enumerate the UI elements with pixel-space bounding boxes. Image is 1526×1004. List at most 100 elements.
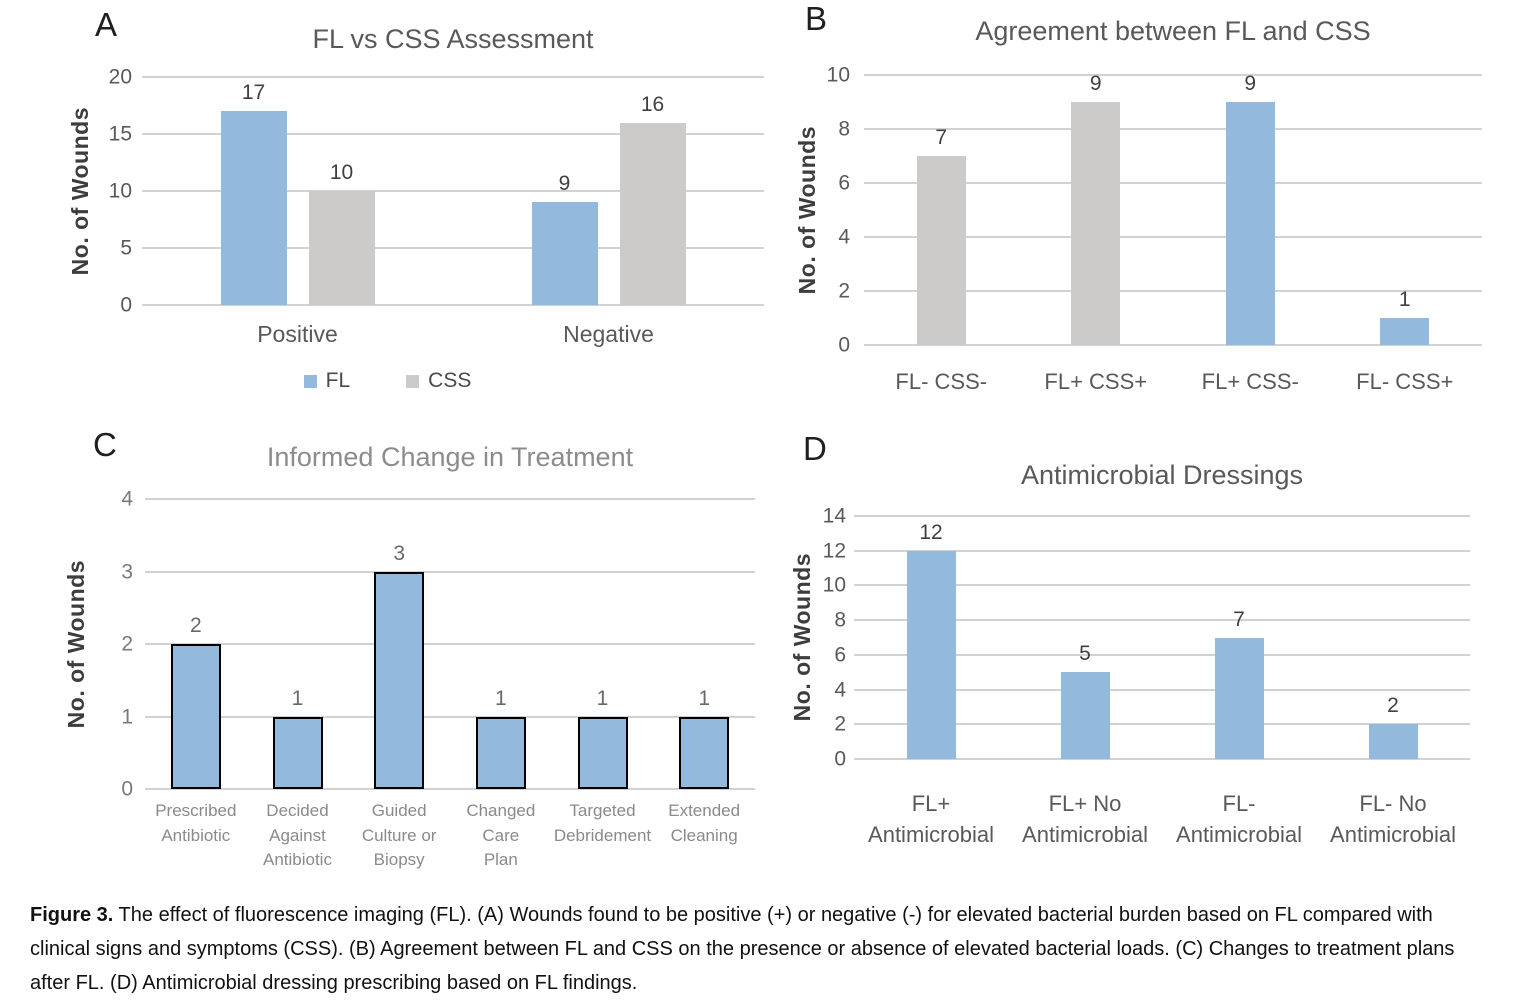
bar-value-label: 7: [1233, 607, 1245, 631]
chart-c-y-axis-title-text: No. of Wounds: [62, 559, 89, 729]
chart-c-body: No. of Wounds 0 1 2 3 4 2 1 3 1 1 1: [0, 489, 775, 800]
y-tick-label: 4: [834, 678, 846, 702]
legend-item: FL: [303, 369, 350, 393]
bar-value-label: 9: [1089, 72, 1102, 95]
chart-d-body: No. of Wounds 0 2 4 6 8 10 12 14 12 5 7 2: [775, 506, 1526, 770]
chart-a-title: FL vs CSS Assessment: [312, 24, 594, 54]
chart-c-y-ticks: 0 1 2 3 4: [94, 489, 145, 800]
x-category-label: Guided Culture or Biopsy: [361, 801, 437, 870]
gridline: [864, 128, 1482, 130]
bar: [220, 111, 287, 305]
x-category-label: FL- CSS+: [1356, 369, 1454, 394]
chart-b-plot-area: 7 9 9 1: [864, 72, 1482, 346]
chart-d-title: Antimicrobial Dressings: [1020, 460, 1304, 490]
chart-c-title: Informed Change in Treatment: [266, 442, 634, 472]
chart-d-y-axis-title: No. of Wounds: [784, 516, 820, 759]
y-tick-label: 14: [822, 504, 846, 528]
bar-value-label: 1: [1398, 288, 1411, 311]
y-tick-label: 8: [834, 608, 846, 632]
chart-c-x-labels: Prescribed Antibiotic Decided Against Ant…: [145, 799, 755, 875]
bar: [916, 156, 966, 345]
gridline: [145, 570, 755, 573]
bar-value-label: 5: [1079, 642, 1091, 666]
bar-value-label: 2: [189, 614, 202, 637]
bar: [272, 716, 323, 789]
chart-a-body: No. of Wounds 0 5 10 15 20 17 10 9 16: [0, 67, 775, 316]
chart-b-title: Agreement between FL and CSS: [975, 16, 1371, 46]
y-tick-label: 8: [838, 117, 850, 141]
chart-d-x-labels: FL+ Antimicrobial FL+ No Antimicrobial FL-…: [854, 789, 1470, 851]
chart-b-y-axis-title: No. of Wounds: [789, 75, 825, 345]
gridline: [864, 344, 1482, 346]
y-tick-label: 10: [826, 63, 850, 87]
x-category-label: FL+ Antimicrobial: [868, 791, 994, 847]
bar: [170, 644, 221, 789]
gridline: [854, 653, 1470, 656]
chart-d-plot-area: 12 5 7 2: [854, 515, 1470, 760]
chart-d-y-axis-title-text: No. of Wounds: [788, 553, 815, 722]
x-category-label: Extended Cleaning: [668, 801, 741, 845]
x-category-label: Changed Care Plan: [466, 801, 536, 870]
y-tick-label: 0: [834, 747, 846, 771]
bar-value-label: 1: [596, 686, 609, 710]
gridline: [145, 788, 755, 790]
x-category-label: FL- Antimicrobial: [1176, 791, 1302, 847]
caption-label: Figure 3.: [30, 904, 114, 926]
gridline: [854, 723, 1470, 726]
bar-value-label: 1: [291, 686, 304, 710]
chart-c-plot-area: 2 1 3 1 1 1: [145, 498, 755, 790]
chart-panel-d: D Antimicrobial Dressings No. of Wounds …: [775, 420, 1526, 872]
panel-a-letter: A: [95, 6, 118, 43]
chart-panel-c: C Informed Change in Treatment No. of Wo…: [0, 420, 775, 872]
chart-b-body: No. of Wounds 0 2 4 6 8 10 7 9 9 1: [775, 65, 1526, 356]
bar-value-label: 3: [393, 541, 405, 565]
bar-value-label: 16: [640, 92, 665, 116]
x-category-label: Targeted Debridement: [553, 801, 652, 845]
panel-c-letter: C: [93, 426, 117, 463]
y-tick-label: 3: [121, 560, 133, 583]
y-tick-label: 2: [834, 712, 846, 736]
gridline: [854, 688, 1470, 691]
chart-d-y-ticks: 0 2 4 6 8 10 12 14: [820, 506, 854, 770]
gridline: [864, 182, 1482, 184]
gridline: [854, 515, 1470, 517]
bar: [1214, 637, 1264, 759]
y-tick-label: 20: [108, 65, 132, 89]
bar: [1380, 318, 1430, 345]
x-category-label: FL+ CSS+: [1044, 369, 1148, 394]
bar-value-label: 1: [494, 686, 507, 710]
y-tick-label: 15: [108, 122, 132, 146]
chart-a-y-axis-title: No. of Wounds: [62, 77, 98, 305]
chart-a-legend: FL CSS: [0, 369, 775, 393]
y-tick-label: 6: [834, 643, 846, 667]
bar: [1060, 672, 1110, 759]
y-tick-label: 4: [121, 487, 133, 511]
y-tick-label: 6: [838, 171, 850, 195]
chart-b-y-ticks: 0 2 4 6 8 10: [825, 65, 864, 356]
gridline: [864, 290, 1482, 292]
bar: [1225, 102, 1275, 345]
chart-a-y-ticks: 0 5 10 15 20: [98, 67, 142, 316]
x-category-label: FL- CSS-: [895, 369, 988, 394]
bar-value-label: 2: [1387, 694, 1399, 718]
x-category-label: FL- No Antimicrobial: [1330, 791, 1456, 847]
gridline: [142, 76, 764, 78]
chart-panel-b: B Agreement between FL and CSS No. of Wo…: [775, 0, 1526, 420]
bar-value-label: 7: [935, 126, 948, 149]
panel-d-letter: D: [803, 430, 827, 467]
y-tick-label: 5: [120, 236, 132, 260]
legend-item: CSS: [406, 369, 471, 393]
gridline: [142, 247, 764, 249]
gridline: [145, 643, 755, 645]
bar: [679, 716, 730, 789]
chart-a-plot-area: 17 10 9 16: [142, 76, 764, 306]
legend-label: CSS: [428, 369, 472, 392]
bar: [308, 191, 375, 305]
y-tick-label: 1: [121, 705, 133, 728]
legend-swatch: [303, 374, 317, 388]
x-category-label: Decided Against Antibiotic: [262, 801, 332, 870]
y-tick-label: 0: [120, 293, 132, 317]
y-tick-label: 2: [838, 279, 850, 303]
